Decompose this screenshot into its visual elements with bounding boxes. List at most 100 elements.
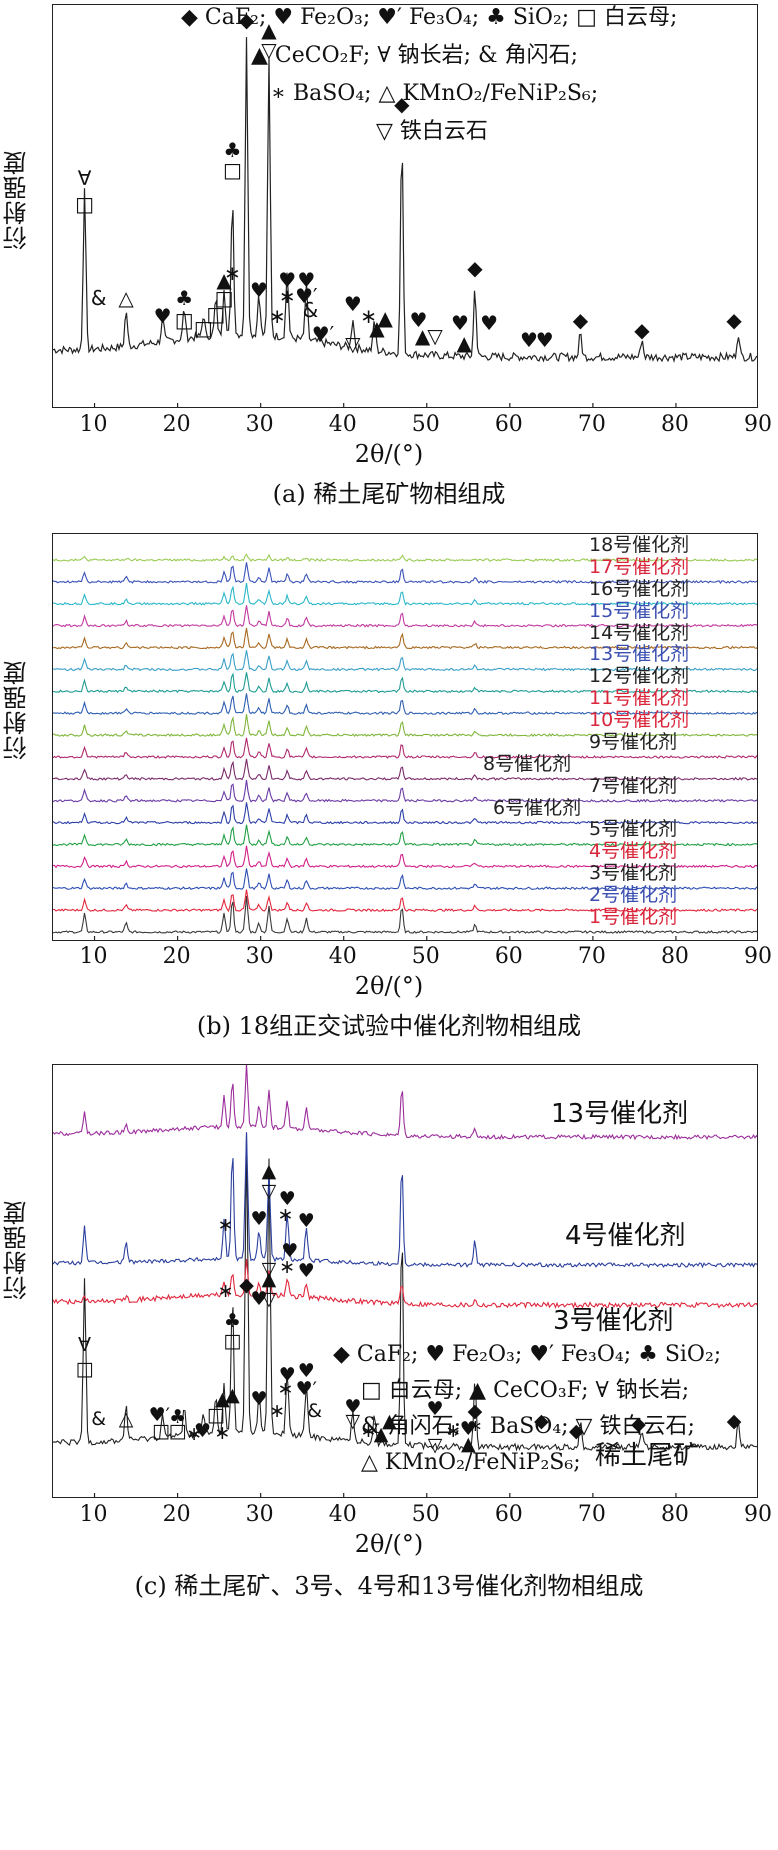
x-tick-label: 20 [162, 944, 191, 969]
xrd-curve-catalyst-3 [53, 1258, 757, 1309]
phase-marker: ♥ [451, 311, 469, 335]
phase-marker: ▲ [415, 324, 431, 348]
xrd-curve-catalyst-4 [53, 845, 757, 869]
x-ticks-c: 10 20 30 40 50 60 70 80 90 [52, 1502, 772, 1530]
xrd-curve-catalyst-2 [53, 889, 757, 913]
phase-marker: ◆ [468, 1400, 483, 1422]
x-tick-label: 90 [744, 1502, 772, 1527]
curve-label-3: 3号催化剂 [553, 1306, 674, 1336]
legend-a-line-3: ∗ BaSO₄; △ KMnO₂/FeNiP₂S₆; [271, 81, 599, 106]
phase-marker: □ [215, 286, 234, 310]
legend-a-line-2: ▲ CeCO₂F; ∀ 钠长岩; & 角闪石; [251, 43, 579, 68]
phase-marker: ◆ [634, 318, 650, 342]
phase-marker: ▲ [456, 331, 472, 355]
phase-marker: & [307, 1400, 322, 1422]
xrd-chart-b [53, 553, 757, 940]
curve-label-tailings: 稀土尾矿 [595, 1441, 700, 1471]
phase-marker: ∗ [279, 284, 296, 308]
phase-marker: ▲ [261, 18, 277, 42]
phase-marker: ♥′ [149, 1404, 170, 1426]
x-tick-label: 10 [79, 1502, 108, 1527]
phase-marker: ♥ [250, 278, 268, 302]
curve-label-catalyst-1: 1号催化剂 [589, 906, 678, 928]
phase-marker: ♣ [224, 1310, 241, 1332]
x-tick-label: 30 [245, 412, 274, 437]
curve-label-catalyst-17: 17号催化剂 [589, 555, 690, 578]
phase-marker: ◆ [467, 256, 483, 280]
phase-marker: ♥ [427, 1398, 444, 1420]
x-tick-label: 10 [79, 412, 108, 437]
plot-b: 1号催化剂 2号催化剂 3号催化剂 4号催化剂 5号催化剂 6号催化剂 7号催化剂 8号催化剂… [52, 533, 758, 941]
phase-marker: ♥ [278, 268, 296, 292]
x-tick-label: 50 [411, 944, 440, 969]
caption-c: (c) 稀土尾矿、3号、4号和13号催化剂物相组成 [134, 1572, 644, 1600]
x-ticks-a: 10 20 30 40 50 60 70 80 90 [52, 412, 772, 440]
curve-label-catalyst-13: 13号催化剂 [589, 643, 690, 666]
phase-marker: □ [223, 158, 242, 182]
y-axis-label: 衍射强度 [3, 150, 31, 250]
x-tick-label: 40 [328, 944, 357, 969]
x-tick-label: 10 [79, 944, 108, 969]
phase-marker: ∗ [269, 304, 286, 328]
curve-label-catalyst-10: 10号催化剂 [589, 709, 690, 732]
legend-c-line-4: △ KMnO₂/FeNiP₂S₆; [361, 1450, 581, 1475]
phase-marker: △ [118, 286, 134, 310]
phase-marker: ▲ [461, 1433, 476, 1455]
phase-marker: ◆ [573, 308, 589, 332]
legend-a: ◆ CaF₂; ♥ Fe₂O₃; ♥′ Fe₃O₄; ♣ SiO₂; □ 白云母… [181, 5, 677, 151]
phase-marker: ∗ [445, 1420, 461, 1442]
x-tick-label: 20 [162, 412, 191, 437]
phase-marker: ♥ [520, 328, 538, 352]
xrd-curve-catalyst-15 [53, 605, 757, 628]
xrd-curve-catalyst-7 [53, 779, 757, 803]
phase-marker: ◆ [239, 1274, 254, 1296]
phase-marker: ♥′ [295, 284, 318, 308]
phase-marker: ▲ [378, 306, 394, 330]
xrd-curve-catalyst-11 [53, 693, 757, 716]
phase-marker: ♥ [297, 268, 315, 292]
phase-marker: & [303, 298, 319, 322]
curve-label-catalyst-6: 6号催化剂 [493, 796, 582, 819]
phase-marker: ♥ [298, 1360, 315, 1382]
phase-marker: □ [76, 1358, 94, 1380]
xrd-curve-catalyst-17 [53, 562, 757, 584]
phase-marker: ∗ [278, 1378, 294, 1400]
phase-marker: ∗ [214, 1422, 230, 1444]
phase-marker: ▽ [262, 1180, 277, 1202]
xrd-curve-catalyst-9 [53, 737, 757, 759]
phase-marker: ▽ [428, 1434, 443, 1456]
phase-marker: □ [194, 316, 213, 340]
curve-label-catalyst-3: 3号催化剂 [589, 862, 678, 885]
phase-marker: ◆ [727, 1410, 742, 1432]
phase-marker: □ [75, 192, 94, 216]
curve-label-13: 13号催化剂 [551, 1099, 689, 1129]
phase-marker: ♥ [154, 304, 172, 328]
phase-marker: ∗ [218, 1214, 234, 1236]
legend-c-line-1: ◆ CaF₂; ♥ Fe₂O₃; ♥′ Fe₃O₄; ♣ SiO₂; [333, 1342, 722, 1367]
curve-label-catalyst-15: 15号催化剂 [589, 599, 690, 622]
phase-marker: ▽ [345, 332, 361, 356]
xrd-curve-catalyst-18 [53, 553, 757, 563]
phase-marker: ∗ [186, 1423, 202, 1445]
curve-label-4: 4号催化剂 [565, 1221, 686, 1251]
xrd-curve-catalyst-5 [53, 824, 757, 847]
legend-c: ◆ CaF₂; ♥ Fe₂O₃; ♥′ Fe₃O₄; ♣ SiO₂; □ 白云母… [333, 1337, 721, 1481]
phase-marker: ♥ [279, 1188, 296, 1210]
xrd-curve-catalyst-8 [53, 758, 757, 781]
xrd-curve-catalyst-13 [53, 650, 757, 672]
xrd-curve-catalyst-16 [53, 582, 757, 606]
phase-marker: ◆ [534, 1410, 549, 1432]
curve-label-catalyst-8: 8号催化剂 [483, 752, 572, 775]
xrd-curve-tailings [53, 37, 757, 364]
phase-marker: ◆ [239, 8, 255, 32]
phase-marker: ▽ [346, 1410, 361, 1432]
x-tick-label: 90 [744, 412, 772, 437]
phase-marker: ▲ [262, 1268, 277, 1290]
phase-marker: ∗ [218, 1280, 234, 1302]
x-tick-label: 80 [660, 1502, 689, 1527]
x-axis-label-c: 2θ/(°) [354, 1530, 424, 1558]
phase-marker: & [91, 286, 107, 310]
phase-marker: ♥ [344, 292, 362, 316]
caption-a: (a) 稀土尾矿物相组成 [272, 480, 506, 508]
y-axis-label: 衍射强度 [3, 1200, 31, 1300]
